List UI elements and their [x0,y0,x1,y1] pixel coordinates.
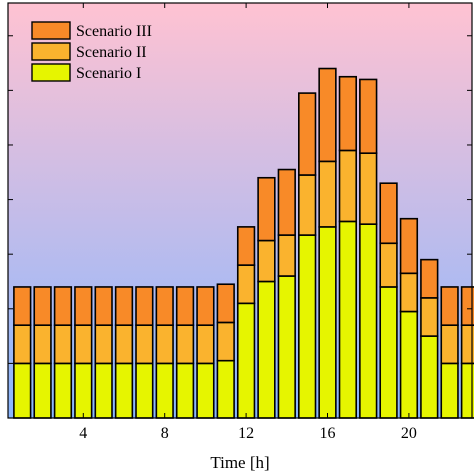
bar-segment [277,275,296,419]
bar-segment [33,324,52,365]
bar-segment [359,223,378,419]
bar-segment [13,324,32,365]
bar-segment [175,324,195,365]
bar-segment [257,280,276,419]
bar-segment [440,362,459,419]
bar-segment [318,67,337,163]
bar-segment [318,226,337,419]
bar-segment [74,362,93,419]
bar-segment [53,324,73,365]
bar-segment [94,286,113,326]
bar-segment [155,324,174,365]
bar-segment [155,286,174,326]
bar-segment [379,286,398,419]
bar-segment [298,92,317,176]
bar-segment [440,286,459,326]
legend-swatch [31,42,71,61]
bar-segment [236,302,256,419]
bar-segment [298,174,317,236]
bar-segment [216,283,235,324]
legend-swatch [31,63,71,82]
bar-segment [175,286,195,326]
bar-segment [94,324,113,365]
x-tick-label: 4 [79,425,87,442]
bar-segment [359,152,378,225]
bar-segment [94,362,113,419]
bar-segment [236,226,256,266]
bar-segment [196,324,215,365]
bar-segment [399,310,419,419]
bar-segment [216,359,235,419]
plot-frame [7,2,473,419]
bar-segment [53,286,73,326]
bar-segment [33,362,52,419]
bar-segment [196,362,215,419]
bar-segment [379,182,398,245]
bar-segment [338,75,358,152]
bar-segment [440,324,459,365]
bar-segment [359,78,378,154]
x-tick-label: 20 [401,425,417,442]
bar-segment [135,286,154,326]
bar-segment [379,242,398,288]
bar-segment [13,286,32,326]
bar-segment [338,220,358,419]
bar-segment [114,286,134,326]
bar-segment [114,362,134,419]
bar-segment [155,362,174,419]
legend-label: Scenario II [76,44,147,61]
bar-segment [277,234,296,277]
bar-segment [420,335,439,419]
legend-label: Scenario III [76,23,152,40]
bar-segment [236,264,256,305]
bar-segment [420,258,439,299]
axes-layer: 4 8 12 16 20 [7,2,473,442]
legend-label: Scenario I [76,65,141,82]
bar-segment [257,239,276,283]
bar-segment [13,362,32,419]
bar-segment [399,272,419,313]
bar-segment [216,321,235,362]
bar-segment [460,286,474,326]
x-axis-title: Time [h] [210,453,269,472]
bar-segment [135,362,154,419]
bar-segment [399,217,419,275]
bars-layer [13,67,474,419]
legend: Scenario III Scenario II Scenario I [31,21,152,82]
bar-segment [277,168,296,236]
bar-segment [175,362,195,419]
bar-segment [53,362,73,419]
x-tick-label: 8 [161,425,169,442]
bar-segment [338,149,358,223]
x-tick-label: 16 [320,425,336,442]
bar-segment [420,297,439,337]
bar-segment [74,324,93,365]
bar-segment [74,286,93,326]
bar-segment [114,324,134,365]
legend-swatch [31,21,71,40]
bar-segment [33,286,52,326]
bar-segment [196,286,215,326]
bar-segment [318,160,337,228]
bar-segment [257,176,276,242]
bar-segment [135,324,154,365]
bar-segment [298,234,317,419]
x-tick-label: 12 [238,425,254,442]
